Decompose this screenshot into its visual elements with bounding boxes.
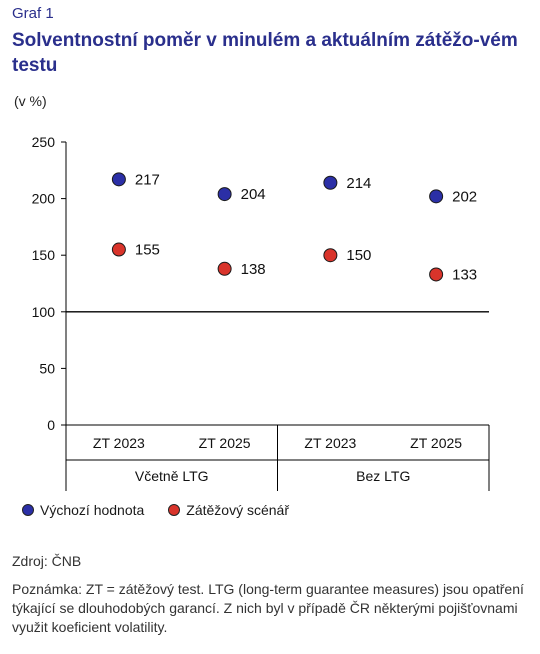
legend-marker-baseline xyxy=(22,504,34,516)
graph-number: Graf 1 xyxy=(12,5,54,22)
scatter-chart: 0 50 100 150 200 250 ZT 2023 ZT 2025 ZT 2023 ZT 2… xyxy=(32,134,490,491)
group-label: Včetně LTG xyxy=(135,468,209,484)
chart-title: Solventnostní poměr v minulém a aktuální… xyxy=(12,30,518,76)
point-stress xyxy=(429,267,444,282)
data-label: 214 xyxy=(346,175,371,192)
note-text: Poznámka: ZT = zátěžový test. LTG (long-… xyxy=(12,581,524,635)
legend-item-stress: Zátěžový scénář xyxy=(168,502,289,518)
x-tick-label: ZT 2025 xyxy=(199,435,251,451)
y-tick-label: 100 xyxy=(32,304,56,320)
unit-label: (v %) xyxy=(14,93,47,109)
data-label: 204 xyxy=(241,186,266,203)
data-label: 217 xyxy=(135,171,160,188)
point-baseline xyxy=(111,172,126,187)
point-stress xyxy=(111,242,126,257)
y-tick-label: 150 xyxy=(32,247,56,263)
y-tick-label: 50 xyxy=(39,360,55,376)
source-text: Zdroj: ČNB xyxy=(12,553,82,569)
legend-label-stress: Zátěžový scénář xyxy=(186,502,290,518)
data-label: 150 xyxy=(346,247,371,264)
x-tick-label: ZT 2023 xyxy=(304,435,356,451)
data-label: 133 xyxy=(452,266,477,283)
legend-marker-stress xyxy=(168,504,181,516)
legend-label-baseline: Výchozí hodnota xyxy=(40,502,145,518)
point-baseline xyxy=(429,189,444,204)
point-baseline xyxy=(217,187,232,202)
legend: Výchozí hodnota Zátěžový scénář xyxy=(22,502,289,518)
x-tick-label: ZT 2023 xyxy=(93,435,145,451)
point-stress xyxy=(217,261,232,276)
data-label: 138 xyxy=(241,261,266,278)
y-tick-label: 250 xyxy=(32,134,56,150)
group-label: Bez LTG xyxy=(356,468,410,484)
point-stress xyxy=(323,248,338,263)
point-baseline xyxy=(323,175,338,190)
x-tick-label: ZT 2025 xyxy=(410,435,462,451)
legend-item-baseline: Výchozí hodnota xyxy=(22,502,144,518)
data-label: 155 xyxy=(135,242,160,259)
y-tick-label: 0 xyxy=(47,417,55,433)
y-tick-label: 200 xyxy=(32,191,56,207)
data-label: 202 xyxy=(452,188,477,205)
